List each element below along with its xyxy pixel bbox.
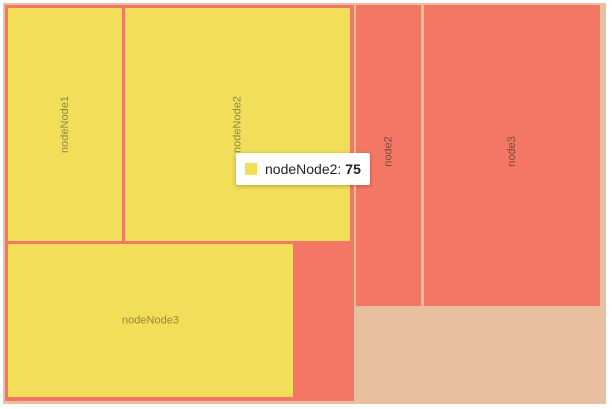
tooltip-swatch: [245, 163, 257, 175]
treemap-cell-nodeNode3[interactable]: [8, 244, 293, 397]
treemap-label-node3: node3: [506, 136, 518, 167]
tooltip: nodeNode2: 75: [236, 153, 370, 185]
treemap-label-node2: node2: [382, 136, 394, 167]
treemap-cell-nodeNode1[interactable]: [8, 8, 122, 241]
treemap-label-nodeNode1: nodeNode1: [59, 96, 71, 153]
treemap-label-nodeNode2: nodeNode2: [231, 96, 243, 153]
tooltip-label: nodeNode2:: [265, 161, 342, 177]
tooltip-value: 75: [345, 161, 361, 177]
treemap-cell-node3[interactable]: [424, 5, 600, 306]
treemap-cell-nodeNode2[interactable]: [125, 8, 350, 241]
treemap-label-nodeNode3: nodeNode3: [122, 314, 179, 326]
